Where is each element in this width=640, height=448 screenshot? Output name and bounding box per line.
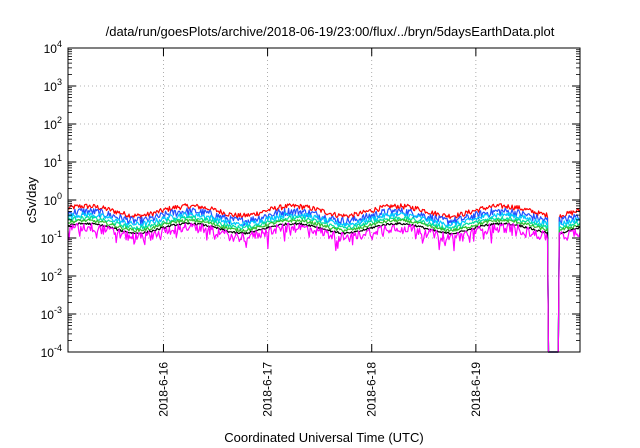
x-tick-label: 2018-6-19 [469,362,483,417]
grid-lines [68,48,580,352]
y-tick-label: 101 [44,153,62,170]
series-line [67,218,581,353]
series-line [67,215,581,353]
series-line [67,211,581,353]
y-tick-label: 102 [44,115,62,132]
y-tick-label: 103 [44,77,62,94]
y-tick-label: 10-4 [41,343,62,360]
x-tick-label: 2018-6-16 [156,362,170,417]
y-tick-label: 10-2 [41,267,62,284]
series-line [67,222,581,353]
chart-title: /data/run/goesPlots/archive/2018-06-19/2… [106,24,555,39]
y-tick-label: 10-1 [41,229,62,246]
series-line [67,203,581,353]
axis-ticks: 104 103 102 101 100 10-1 10-2 10-3 10-4 2018-6-16… [41,39,580,417]
x-axis-label: Coordinated Universal Time (UTC) [224,430,423,445]
y-axis-label: cSv/day [24,176,39,223]
series-layer [67,203,581,353]
y-tick-label: 100 [44,191,62,208]
y-tick-label: 104 [44,39,62,56]
x-tick-label: 2018-6-18 [365,362,379,417]
y-tick-label: 10-3 [41,305,62,322]
x-tick-label: 2018-6-17 [261,362,275,417]
